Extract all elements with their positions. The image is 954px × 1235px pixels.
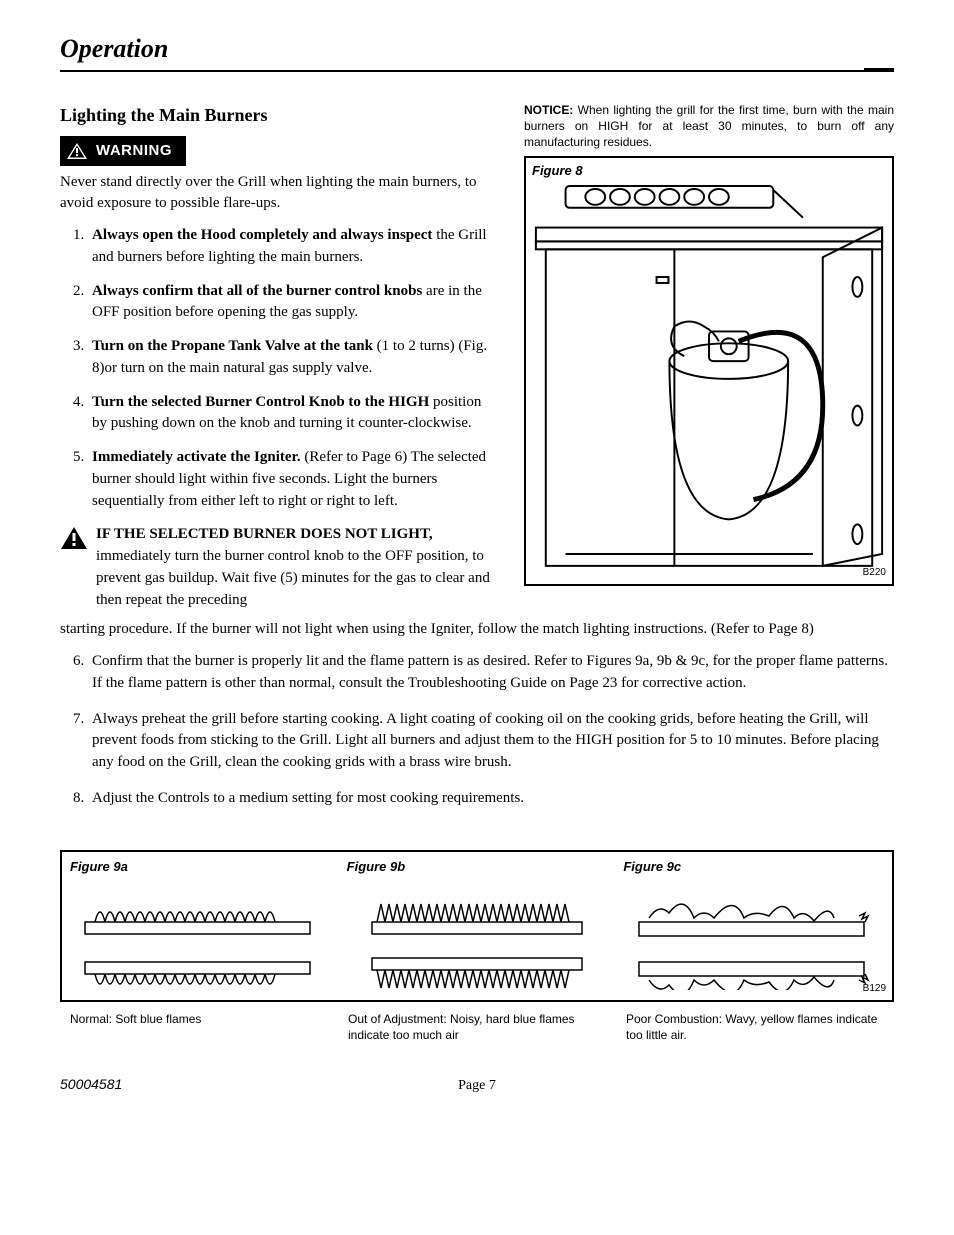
inline-warning: IF THE SELECTED BURNER DOES NOT LIGHT, i… — [60, 524, 494, 611]
step-bold: Turn on the Propane Tank Valve at the ta… — [92, 338, 373, 354]
figure-9b: Figure 9b — [339, 852, 616, 1001]
step-item: Turn the selected Burner Control Knob to… — [88, 392, 494, 436]
step-item: Always confirm that all of the burner co… — [88, 281, 494, 325]
intro-paragraph: Never stand directly over the Grill when… — [60, 172, 494, 216]
right-column: NOTICE: When lighting the grill for the … — [524, 102, 894, 612]
page-footer: 50004581 Page 7 — [60, 1074, 894, 1096]
notice-label: NOTICE: — [524, 103, 573, 117]
warning-label: WARNING — [96, 140, 172, 162]
step-item: Immediately activate the Igniter. (Refer… — [88, 447, 494, 512]
figure-label: Figure 9c — [623, 858, 681, 877]
steps-list-continued: Confirm that the burner is properly lit … — [60, 651, 894, 810]
step-item: Confirm that the burner is properly lit … — [88, 651, 894, 695]
subheading: Lighting the Main Burners — [60, 102, 494, 128]
figure-label: Figure 9b — [347, 858, 406, 877]
step-bold: Turn the selected Burner Control Knob to… — [92, 394, 429, 410]
steps-list: Always open the Hood completely and alwa… — [60, 225, 494, 512]
warning-triangle-icon — [60, 526, 88, 550]
flame-caption: Normal: Soft blue flames — [70, 1012, 328, 1028]
flame-captions-row: Normal: Soft blue flames Out of Adjustme… — [60, 1006, 894, 1043]
section-title: Operation — [60, 34, 168, 63]
flame-figures-row: Figure 9a Figure 9b Figure 9c — [60, 850, 894, 1003]
flame-hard-illustration — [357, 880, 597, 990]
continuation-paragraph: starting procedure. If the burner will n… — [60, 619, 894, 641]
notice-text: When lighting the grill for the first ti… — [524, 103, 894, 149]
step-bold: Always open the Hood completely and alwa… — [92, 227, 432, 243]
step-item: Turn on the Propane Tank Valve at the ta… — [88, 336, 494, 380]
figure-9a: Figure 9a — [62, 852, 339, 1001]
left-column: Lighting the Main Burners WARNING Never … — [60, 102, 494, 612]
part-number: 50004581 — [60, 1074, 180, 1094]
step-item: Always preheat the grill before starting… — [88, 709, 894, 774]
figure-code: B129 — [863, 982, 886, 997]
inline-warning-bold: IF THE SELECTED BURNER DOES NOT LIGHT, — [96, 526, 433, 542]
step-item: Always open the Hood completely and alwa… — [88, 225, 494, 269]
figure-label: Figure 9a — [70, 858, 128, 877]
step-bold: Immediately activate the Igniter. — [92, 449, 301, 465]
flame-wavy-illustration — [634, 880, 874, 990]
flame-caption: Poor Combustion: Wavy, yellow flames ind… — [626, 1012, 884, 1043]
warning-triangle-icon — [66, 142, 88, 160]
figure-9c: Figure 9c B129 — [615, 852, 892, 1001]
section-header: Operation — [60, 30, 894, 72]
figure-label: Figure 8 — [532, 162, 583, 181]
step-bold: Always confirm that all of the burner co… — [92, 283, 422, 299]
warning-badge: WARNING — [60, 136, 186, 166]
inline-warning-rest: immediately turn the burner control knob… — [96, 548, 490, 608]
step-item: Adjust the Controls to a medium setting … — [88, 788, 894, 810]
figure-8: Figure 8 — [524, 156, 894, 586]
flame-normal-illustration — [80, 880, 320, 990]
grill-cabinet-illustration — [526, 158, 892, 584]
flame-caption: Out of Adjustment: Noisy, hard blue flam… — [348, 1012, 606, 1043]
continuation-block: starting procedure. If the burner will n… — [60, 619, 894, 809]
notice-block: NOTICE: When lighting the grill for the … — [524, 102, 894, 151]
page-number: Page 7 — [180, 1076, 774, 1096]
figure-code: B220 — [863, 566, 886, 581]
